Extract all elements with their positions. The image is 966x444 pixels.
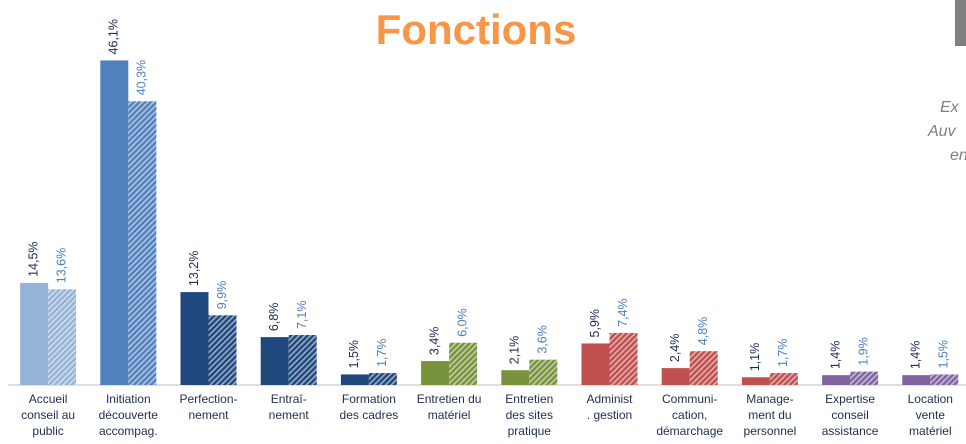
data-label: 6,0% — [455, 308, 469, 337]
x-tick-label: Expertise — [825, 392, 875, 406]
x-tick-label: cation, — [672, 408, 707, 422]
data-label: 4,8% — [696, 317, 710, 346]
bar — [689, 351, 718, 385]
x-tick-label: démarchage — [656, 424, 723, 438]
bar — [930, 374, 959, 385]
data-label: 2,1% — [508, 336, 522, 365]
x-tick-label: Manage- — [746, 392, 793, 406]
side-text: Auv — [927, 123, 957, 140]
x-tick-label: Entraî- — [271, 392, 307, 406]
bar — [822, 375, 851, 385]
bar — [449, 342, 478, 385]
x-tick-label: des sites — [506, 408, 553, 422]
data-label: 5,9% — [588, 309, 602, 338]
x-tick-label: Accueil — [29, 392, 68, 406]
data-label: 13,2% — [187, 251, 201, 286]
data-label: 6,8% — [267, 303, 281, 332]
x-tick-label: Location — [908, 392, 953, 406]
side-text: en — [950, 147, 966, 164]
x-tick-label: assistance — [822, 424, 879, 438]
bar — [609, 332, 638, 385]
bar — [741, 377, 770, 385]
chart-title: Fonctions — [376, 6, 577, 53]
bar — [581, 343, 610, 385]
data-label: 7,4% — [616, 298, 630, 327]
x-tick-label: Entretien — [505, 392, 553, 406]
x-tick-label: conseil au — [21, 408, 75, 422]
data-label: 1,7% — [375, 339, 389, 368]
bar — [128, 101, 157, 386]
bar — [48, 289, 77, 385]
side-panel-edge — [955, 0, 966, 46]
data-label: 1,7% — [776, 339, 790, 368]
x-tick-label: public — [32, 424, 63, 438]
data-label: 9,9% — [215, 281, 229, 310]
bar — [100, 60, 129, 386]
bar — [180, 292, 209, 385]
bar — [368, 373, 397, 385]
data-label: 2,4% — [668, 334, 682, 363]
x-tick-label: découverte — [99, 408, 159, 422]
x-tick-label: accompag. — [99, 424, 158, 438]
bar — [529, 359, 558, 385]
data-label: 3,4% — [427, 327, 441, 356]
side-text: Ex — [940, 99, 960, 116]
data-label: 46,1% — [107, 19, 121, 54]
x-tick-label: . gestion — [587, 408, 632, 422]
bar — [421, 361, 450, 385]
x-tick-label: conseil — [831, 408, 868, 422]
bar — [260, 337, 289, 385]
x-tick-label: pratique — [508, 424, 552, 438]
bar — [501, 370, 530, 385]
bar — [288, 335, 317, 385]
x-tick-label: des cadres — [340, 408, 399, 422]
data-label: 40,3% — [135, 60, 149, 95]
x-tick-label: matériel — [428, 408, 471, 422]
bar — [208, 315, 237, 385]
bar — [769, 373, 798, 385]
bar — [902, 375, 931, 385]
data-label: 7,1% — [295, 301, 309, 330]
x-tick-label: Communi- — [662, 392, 717, 406]
data-label: 1,1% — [748, 343, 762, 372]
bar — [20, 282, 49, 385]
x-tick-label: matériel — [909, 424, 952, 438]
x-tick-label: Initiation — [106, 392, 151, 406]
data-label: 1,5% — [937, 340, 951, 369]
data-label: 3,6% — [536, 325, 550, 354]
data-label: 1,4% — [909, 341, 923, 370]
x-tick-label: ment du — [748, 408, 791, 422]
x-tick-label: Formation — [342, 392, 396, 406]
x-tick-label: nement — [269, 408, 310, 422]
data-label: 1,5% — [347, 340, 361, 369]
x-tick-label: Entretien du — [417, 392, 482, 406]
data-label: 13,6% — [54, 248, 68, 283]
data-label: 1,4% — [828, 341, 842, 370]
bar — [340, 374, 369, 385]
x-tick-label: Perfection- — [179, 392, 237, 406]
bar — [661, 368, 690, 385]
data-label: 14,5% — [26, 241, 40, 276]
x-tick-label: Administ — [586, 392, 633, 406]
x-tick-label: nement — [188, 408, 229, 422]
bar — [850, 371, 879, 385]
x-tick-label: personnel — [744, 424, 797, 438]
x-tick-label: vente — [916, 408, 946, 422]
data-label: 1,9% — [856, 337, 870, 366]
